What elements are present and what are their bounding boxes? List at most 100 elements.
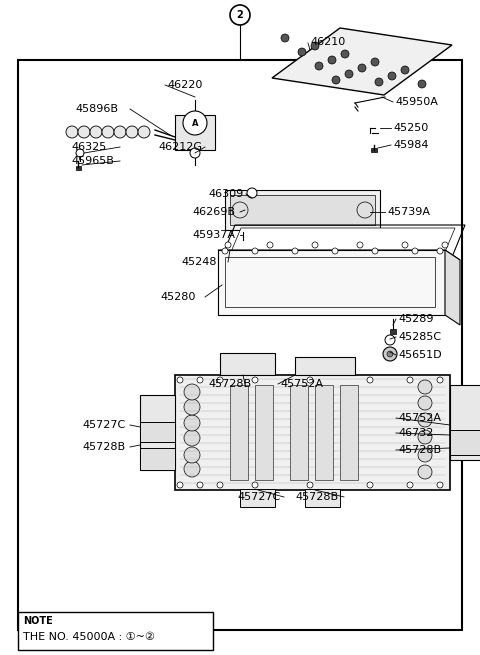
Circle shape	[388, 72, 396, 80]
Bar	[140, 422, 175, 442]
Text: 46325: 46325	[71, 142, 106, 152]
Text: 45727C: 45727C	[237, 492, 280, 502]
Bar	[225, 257, 435, 307]
Circle shape	[357, 242, 363, 248]
Bar	[305, 489, 340, 507]
Circle shape	[407, 482, 413, 488]
Circle shape	[292, 248, 298, 254]
Text: 45250: 45250	[393, 123, 428, 133]
Circle shape	[372, 248, 378, 254]
Bar	[240, 489, 275, 507]
Circle shape	[252, 482, 258, 488]
Circle shape	[90, 126, 102, 138]
Text: 46732: 46732	[398, 428, 433, 438]
Text: THE NO. 45000A : ①~②: THE NO. 45000A : ①~②	[23, 632, 155, 642]
Bar	[175, 115, 215, 150]
Circle shape	[177, 482, 183, 488]
Circle shape	[311, 42, 319, 50]
Circle shape	[184, 384, 200, 400]
Circle shape	[412, 248, 418, 254]
Text: 2: 2	[237, 10, 243, 20]
Text: 46220: 46220	[167, 80, 203, 90]
Text: A: A	[192, 119, 198, 128]
Text: 45651D: 45651D	[398, 350, 442, 360]
Circle shape	[315, 62, 323, 70]
Bar	[255, 385, 273, 480]
Circle shape	[281, 34, 289, 42]
Circle shape	[184, 447, 200, 463]
Circle shape	[184, 415, 200, 431]
Circle shape	[367, 377, 373, 383]
Text: NOTE: NOTE	[23, 616, 53, 626]
Text: 45937A: 45937A	[192, 230, 235, 240]
Circle shape	[332, 248, 338, 254]
Text: 46269B: 46269B	[192, 207, 235, 217]
Circle shape	[232, 202, 248, 218]
Circle shape	[247, 188, 257, 198]
Text: 45248: 45248	[181, 257, 216, 267]
Bar	[290, 385, 308, 480]
Circle shape	[401, 66, 409, 74]
Text: 45752A: 45752A	[398, 413, 441, 423]
Circle shape	[217, 482, 223, 488]
Circle shape	[184, 461, 200, 477]
Circle shape	[418, 80, 426, 88]
Text: 45752A: 45752A	[280, 379, 323, 389]
Text: 45728B: 45728B	[398, 445, 441, 455]
Circle shape	[367, 482, 373, 488]
Text: 45728B: 45728B	[295, 492, 338, 502]
Circle shape	[184, 430, 200, 446]
Circle shape	[383, 347, 397, 361]
Bar	[340, 385, 358, 480]
Circle shape	[184, 399, 200, 415]
Text: 45950A: 45950A	[395, 97, 438, 107]
Circle shape	[138, 126, 150, 138]
Circle shape	[418, 448, 432, 462]
Text: 46210: 46210	[310, 37, 345, 47]
Bar	[230, 195, 375, 225]
Circle shape	[102, 126, 114, 138]
Circle shape	[267, 242, 273, 248]
Circle shape	[418, 465, 432, 479]
Bar	[191, 113, 199, 118]
Circle shape	[345, 70, 353, 78]
Circle shape	[437, 248, 443, 254]
Circle shape	[217, 377, 223, 383]
Circle shape	[442, 242, 448, 248]
Polygon shape	[228, 228, 455, 259]
Circle shape	[78, 126, 90, 138]
Circle shape	[375, 78, 383, 86]
Circle shape	[126, 126, 138, 138]
Text: 46212G: 46212G	[158, 142, 202, 152]
Bar	[295, 357, 355, 375]
Text: 45728B: 45728B	[82, 442, 125, 452]
Bar	[371, 148, 377, 152]
Bar	[450, 430, 480, 455]
Text: 45280: 45280	[160, 292, 195, 302]
Bar	[450, 385, 480, 460]
Polygon shape	[218, 250, 460, 260]
Bar	[315, 385, 333, 480]
Circle shape	[76, 149, 84, 157]
Text: 45727C: 45727C	[82, 420, 125, 430]
Circle shape	[402, 242, 408, 248]
Circle shape	[307, 482, 313, 488]
Circle shape	[418, 380, 432, 394]
Polygon shape	[272, 28, 452, 95]
Circle shape	[252, 248, 258, 254]
Circle shape	[418, 396, 432, 410]
Circle shape	[66, 126, 78, 138]
Circle shape	[197, 482, 203, 488]
Text: 45728B: 45728B	[208, 379, 251, 389]
Circle shape	[371, 58, 379, 66]
Bar	[220, 353, 275, 375]
Circle shape	[437, 482, 443, 488]
Bar	[240, 240, 246, 245]
Bar	[18, 612, 213, 650]
Circle shape	[328, 56, 336, 64]
Bar	[390, 329, 396, 334]
Text: 45896B: 45896B	[75, 104, 118, 114]
Circle shape	[298, 48, 306, 56]
Circle shape	[183, 111, 207, 135]
Circle shape	[307, 377, 313, 383]
